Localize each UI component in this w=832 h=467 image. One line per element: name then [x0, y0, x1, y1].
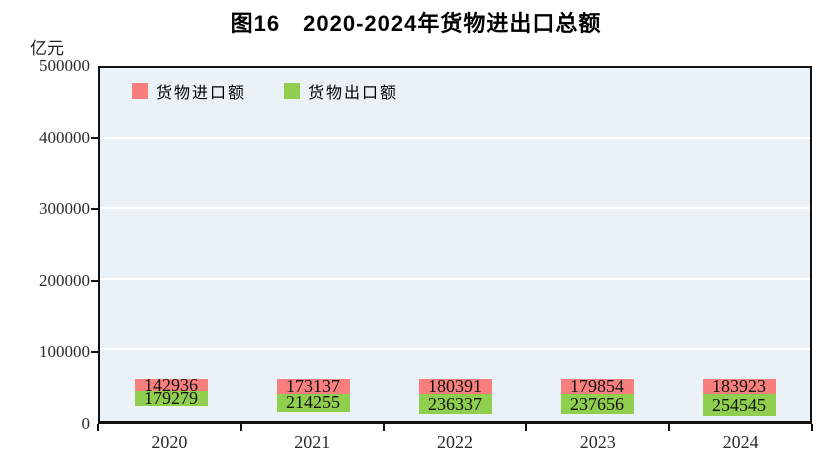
- x-tick-mark: [525, 424, 528, 431]
- bar-value-label: 173137: [286, 375, 340, 396]
- bar-segment-import-2022: 180391: [418, 376, 492, 397]
- y-tick-mark: [91, 136, 98, 139]
- chart-title: 图16 2020-2024年货物进出口总额: [230, 11, 602, 36]
- bar-value-label: 179854: [570, 376, 624, 397]
- gridline: [100, 348, 810, 351]
- y-tick-label: 0: [81, 414, 91, 433]
- bar-segment-import-2020: 142936: [134, 375, 208, 395]
- bar-segment-export-2020: 179279: [134, 388, 208, 409]
- bar-group-2023: 179854 237656: [526, 68, 668, 421]
- x-tick-label-2020: 2020: [151, 432, 188, 452]
- gridline: [100, 136, 810, 139]
- bar-segment-import-2024: 183923: [702, 376, 776, 397]
- gridlines-layer: [100, 68, 810, 421]
- x-tick-label-2021: 2021: [294, 432, 331, 452]
- legend-item-export: 货物出口额: [284, 79, 398, 103]
- y-tick-label: 100000: [39, 342, 90, 362]
- bar-value-label: 183923: [712, 376, 766, 397]
- bar-segment-export-2023: 237656: [560, 393, 634, 415]
- y-tick-mark: [91, 208, 98, 211]
- bars-layer: 142936 179279 173137 214255 180391 236337 1798…: [100, 68, 810, 421]
- x-tick-mark: [239, 424, 242, 431]
- bar-group-2024: 183923 254545: [668, 68, 810, 421]
- x-tick-mark: [811, 424, 813, 431]
- plot-area: 142936 179279 173137 214255 180391 236337 1798…: [98, 66, 812, 424]
- y-axis-unit-label: 亿元: [30, 39, 64, 58]
- x-tick-mark: [97, 424, 99, 431]
- legend-item-import: 货物进口额: [132, 79, 246, 103]
- y-tick-label: 400000: [39, 127, 90, 147]
- y-tick-label: 200000: [39, 270, 90, 290]
- y-tick-label: 500000: [39, 56, 90, 75]
- legend-swatch-icon: [132, 83, 148, 99]
- bar-value-label: 237656: [570, 393, 624, 414]
- x-tick-mark: [668, 424, 671, 431]
- gridline: [100, 207, 810, 210]
- legend-label: 货物出口额: [308, 85, 399, 102]
- x-axis-labels: 2020 2021 2022 2023 2024: [98, 432, 812, 453]
- bar-group-2020: 142936 179279: [100, 68, 242, 421]
- gridline: [100, 277, 810, 280]
- y-tick-label: 300000: [39, 199, 90, 219]
- bar-value-label: 236337: [428, 393, 482, 414]
- legend: 货物进口额 货物出口额: [132, 79, 398, 103]
- stacked-bar-2021: 173137 214255: [276, 375, 350, 421]
- bar-value-label: 180391: [428, 376, 482, 397]
- y-tick-mark: [91, 351, 98, 354]
- y-tick-mark: [91, 279, 98, 282]
- stacked-bar-2022: 180391 236337: [418, 376, 492, 421]
- bar-group-2022: 180391 236337: [384, 68, 526, 421]
- bar-value-label: 254545: [712, 394, 766, 415]
- bar-segment-export-2022: 236337: [418, 393, 492, 414]
- bar-value-label: 142936: [144, 374, 198, 395]
- bar-segment-export-2024: 254545: [702, 394, 776, 416]
- legend-label: 货物进口额: [156, 85, 247, 102]
- x-tick-label-2022: 2022: [436, 432, 473, 452]
- bar-segment-import-2021: 173137: [276, 375, 350, 396]
- legend-swatch-icon: [284, 83, 301, 99]
- stacked-bar-2024: 183923 254545: [702, 376, 776, 421]
- bar-group-2021: 173137 214255: [242, 68, 384, 421]
- bar-value-label: 179279: [144, 388, 198, 409]
- x-tick-label-2024: 2024: [722, 432, 759, 452]
- stacked-bar-2020: 142936 179279: [134, 375, 208, 421]
- x-tick-mark: [382, 424, 385, 431]
- stacked-bar-2023: 179854 237656: [560, 376, 634, 421]
- x-tick-label-2023: 2023: [579, 432, 616, 452]
- bar-segment-export-2021: 214255: [276, 392, 350, 413]
- bar-value-label: 214255: [286, 392, 340, 413]
- bar-segment-import-2023: 179854: [560, 376, 634, 397]
